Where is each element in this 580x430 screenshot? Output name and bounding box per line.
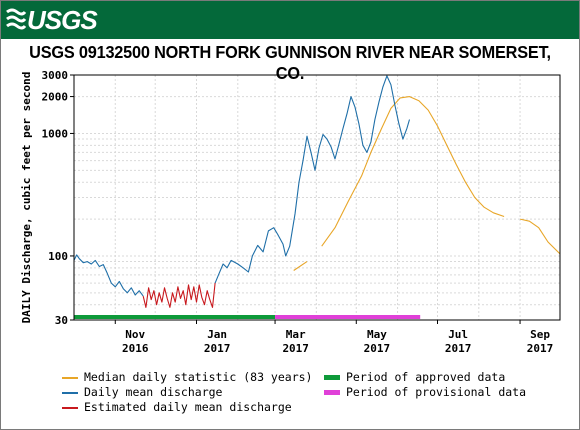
legend: Median daily statistic (83 years) Daily …	[62, 370, 562, 420]
chart-title: USGS 09132500 NORTH FORK GUNNISON RIVER …	[29, 42, 551, 83]
period-provisional-bar	[275, 315, 421, 319]
x-tick-label-month: Jul	[448, 328, 468, 341]
series-median-line	[293, 261, 308, 271]
y-tick-label: 2000	[42, 91, 69, 104]
axis-labels: 30100100020003000Nov2016Jan2017Mar2017Ma…	[42, 69, 554, 355]
plot-border	[73, 74, 561, 321]
series-daily-mean-line	[214, 75, 411, 284]
period-bars	[74, 315, 421, 319]
series-estimated-line	[142, 283, 216, 308]
usgs-wave-icon	[6, 8, 27, 30]
legend-label-approved: Period of approved data	[346, 370, 506, 384]
x-tick-label-month: Sep	[530, 328, 550, 341]
series-daily-mean-line	[73, 254, 144, 297]
legend-swatch-estimated	[62, 407, 78, 409]
x-tick-label-year: 2017	[527, 342, 554, 355]
y-tick-label: 1000	[42, 127, 69, 140]
usgs-logo-text: USGS	[27, 5, 98, 35]
y-tick-label: 100	[48, 250, 68, 263]
y-tick-label: 3000	[42, 69, 69, 82]
x-tick-label-year: 2017	[204, 342, 231, 355]
x-tick-label-month: Nov	[125, 328, 145, 341]
y-axis-label: DAILY Discharge, cubic feet per second	[20, 72, 33, 324]
usgs-logo: USGS	[5, 4, 105, 36]
legend-label-estimated: Estimated daily mean discharge	[84, 400, 292, 414]
legend-label-median: Median daily statistic (83 years)	[84, 370, 313, 384]
series-layer	[73, 75, 561, 308]
x-tick-label-year: 2017	[364, 342, 391, 355]
legend-swatch-daily	[62, 392, 78, 394]
legend-swatch-median	[62, 377, 78, 379]
x-tick-label-year: 2017	[282, 342, 309, 355]
period-approved-bar	[74, 315, 276, 319]
y-tick-label: 30	[55, 314, 68, 327]
legend-swatch-provisional	[324, 390, 340, 395]
axis-ticks	[70, 74, 521, 324]
x-tick-label-year: 2016	[122, 342, 149, 355]
legend-label-provisional: Period of provisional data	[346, 385, 527, 399]
x-tick-label-month: May	[367, 328, 387, 341]
legend-swatch-approved	[324, 375, 340, 380]
series-median-line	[321, 96, 505, 247]
grid-lines	[73, 75, 561, 320]
x-tick-label-year: 2017	[445, 342, 472, 355]
usgs-banner: USGS	[1, 1, 579, 39]
x-tick-label-month: Mar	[286, 328, 306, 341]
legend-label-daily: Daily mean discharge	[84, 385, 223, 399]
x-tick-label-month: Jan	[207, 328, 227, 341]
series-median-line	[519, 218, 561, 255]
